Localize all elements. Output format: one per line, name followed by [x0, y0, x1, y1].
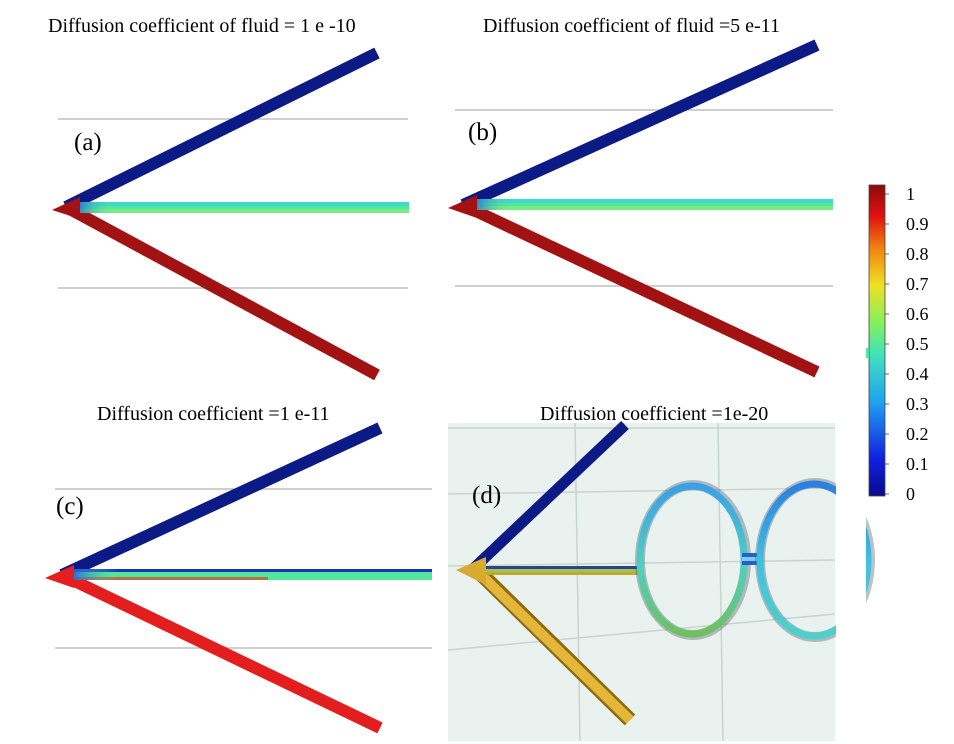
panel-b-label: (b)	[468, 119, 497, 146]
panel-c-label: (c)	[56, 493, 84, 520]
panel-a-channel-top-gradient	[72, 202, 409, 206]
panel-b-mixing-zone	[469, 199, 509, 210]
colorbar-tick-label: 0.6	[906, 304, 929, 324]
panel-d-label: (d)	[472, 482, 501, 509]
panel-d-grid-h2	[447, 487, 836, 495]
panel-d: Diffusion coefficient =1e-20 (d)	[447, 403, 875, 742]
panel-c-channel-top-band	[68, 569, 432, 572]
panel-a-junction	[52, 197, 80, 219]
panel-b-upper-inlet-channel	[460, 39, 820, 211]
panel-d-grid-h4	[447, 613, 836, 651]
panel-b-title: Diffusion coefficient of fluid =5 e-11	[483, 15, 780, 37]
panel-a-upper-inlet-channel	[63, 47, 380, 213]
panel-c-junction	[45, 565, 74, 588]
panel-c-upper-inlet-channel	[59, 422, 383, 581]
panel-a-channel-bottom-gradient	[72, 209, 409, 213]
panel-d-channel-bottom-band	[478, 572, 643, 575]
panel-c-lower-inlet-channel	[59, 569, 383, 734]
panel-b-main-channel	[469, 199, 833, 210]
panel-b: Diffusion coefficient of fluid =5 e-11 (…	[448, 15, 833, 378]
colorbar-tick-label: 0.7	[906, 274, 929, 294]
panel-c-main-channel	[68, 569, 432, 580]
colorbar-gradient	[868, 184, 886, 497]
panel-a: Diffusion coefficient of fluid = 1 e -10…	[48, 15, 409, 381]
panel-b-channel-top-gradient	[469, 199, 833, 203]
panel-d-ring-connector-highlight	[742, 557, 762, 561]
panel-a-lower-inlet-channel	[63, 201, 380, 381]
colorbar-tick-label: 0.9	[906, 214, 929, 234]
panel-d-ring-right	[756, 480, 872, 640]
colorbar: 1 0.9 0.8 0.7 0.6 0.5 0.4 0.3 0.2 0.1 0	[866, 184, 929, 504]
colorbar-marker	[866, 348, 869, 358]
colorbar-tick-label: 0.2	[906, 424, 929, 444]
panel-a-label: (a)	[74, 129, 102, 156]
panel-b-channel-bottom-gradient	[469, 206, 833, 210]
panel-a-mixing-zone	[72, 202, 112, 213]
panel-b-lower-inlet-channel	[460, 199, 820, 378]
panel-c-channel-bottom-band	[68, 577, 268, 580]
colorbar-tick-label: 0.3	[906, 394, 929, 414]
panel-d-junction	[456, 557, 486, 585]
colorbar-tick-label: 0.8	[906, 244, 929, 264]
colorbar-tick-label: 0.4	[906, 364, 929, 384]
panel-d-grid-v2	[717, 422, 724, 742]
panel-d-upper-inlet-channel	[470, 421, 629, 572]
colorbar-tick-label: 1	[906, 184, 915, 204]
panel-c: Diffusion coefficient =1 e-11 (c)	[45, 403, 432, 734]
panel-d-right-crop-mask	[836, 470, 866, 670]
panel-a-main-channel	[72, 202, 409, 213]
colorbar-tick-label: 0.5	[906, 334, 929, 354]
colorbar-tick-label: 0.1	[906, 454, 929, 474]
panel-a-title: Diffusion coefficient of fluid = 1 e -10	[48, 15, 356, 37]
panel-b-junction	[448, 195, 477, 218]
panel-c-title: Diffusion coefficient =1 e-11	[97, 403, 330, 425]
panel-d-lower-inlet-channel	[470, 564, 634, 724]
panel-d-title: Diffusion coefficient =1e-20	[540, 403, 768, 425]
panel-d-channel-top-band	[478, 566, 643, 569]
panel-d-main-channel	[478, 566, 643, 575]
panel-c-mixing-zone	[68, 569, 118, 580]
colorbar-tick-label: 0	[906, 484, 915, 504]
colorbar-ticks: 1 0.9 0.8 0.7 0.6 0.5 0.4 0.3 0.2 0.1 0	[885, 184, 929, 504]
